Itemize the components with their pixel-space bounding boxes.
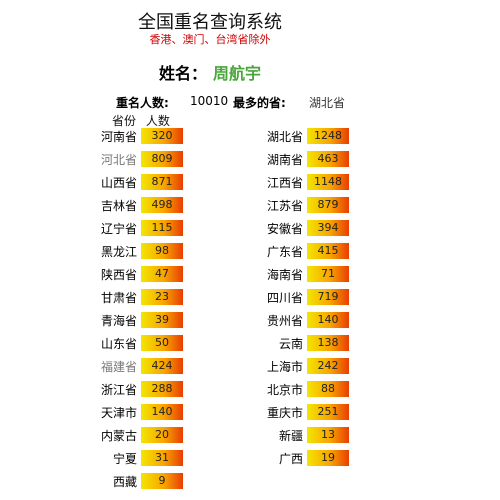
count-bar: 463 <box>307 151 349 167</box>
count-bar: 320 <box>141 128 183 144</box>
province-name: 海南省 <box>266 268 303 282</box>
province-name: 上海市 <box>266 360 303 374</box>
count-bar: 251 <box>307 404 349 420</box>
name-label: 姓名： <box>158 64 207 83</box>
count-bar: 498 <box>141 197 183 213</box>
province-name: 广西 <box>278 452 303 466</box>
count-bar: 871 <box>141 174 183 190</box>
province-name: 江西省 <box>266 176 303 190</box>
province-name: 湖南省 <box>266 153 303 167</box>
province-name: 重庆市 <box>266 406 303 420</box>
count-bar: 20 <box>141 427 183 443</box>
province-header: 省份 <box>112 114 137 128</box>
province-name: 福建省 <box>100 360 137 374</box>
left-column-header: 省份 人数 <box>112 112 170 129</box>
province-name: 青海省 <box>100 314 137 328</box>
count-bar: 1248 <box>307 128 349 144</box>
count-bar: 71 <box>307 266 349 282</box>
province-name: 宁夏 <box>112 452 137 466</box>
province-name: 甘肃省 <box>100 291 137 305</box>
province-name: 贵州省 <box>266 314 303 328</box>
count-bar: 98 <box>141 243 183 259</box>
total-label: 重名人数: <box>116 96 169 110</box>
top-province-value: 湖北省 <box>309 96 346 110</box>
province-name: 河北省 <box>100 153 137 167</box>
province-name: 黑龙江 <box>100 245 137 259</box>
province-name: 广东省 <box>266 245 303 259</box>
province-name: 辽宁省 <box>100 222 137 236</box>
count-bar: 47 <box>141 266 183 282</box>
count-bar: 13 <box>307 427 349 443</box>
province-name: 安徽省 <box>266 222 303 236</box>
count-bar: 88 <box>307 381 349 397</box>
count-bar: 115 <box>141 220 183 236</box>
count-bar: 50 <box>141 335 183 351</box>
province-name: 湖北省 <box>266 130 303 144</box>
name-value: 周航宇 <box>213 64 262 83</box>
count-bar: 31 <box>141 450 183 466</box>
count-bar: 415 <box>307 243 349 259</box>
top-province-label: 最多的省: <box>233 96 286 110</box>
province-name: 西藏 <box>112 475 137 489</box>
province-name: 浙江省 <box>100 383 137 397</box>
count-header: 人数 <box>145 114 170 128</box>
province-name: 山西省 <box>100 176 137 190</box>
count-bar: 19 <box>307 450 349 466</box>
province-name: 内蒙古 <box>100 429 137 443</box>
count-bar: 9 <box>141 473 183 489</box>
count-bar: 23 <box>141 289 183 305</box>
total-value: 10010 <box>190 94 229 108</box>
province-name: 陕西省 <box>100 268 137 282</box>
province-name: 北京市 <box>266 383 303 397</box>
page-subtitle: 香港、澳门、台湾省除外 <box>149 33 271 46</box>
page-title: 全国重名查询系统 <box>138 12 282 33</box>
province-name: 四川省 <box>266 291 303 305</box>
count-bar: 140 <box>141 404 183 420</box>
province-name: 新疆 <box>278 429 303 443</box>
count-bar: 1148 <box>307 174 349 190</box>
province-name: 云南 <box>278 337 303 351</box>
count-bar: 809 <box>141 151 183 167</box>
count-bar: 140 <box>307 312 349 328</box>
count-bar: 242 <box>307 358 349 374</box>
summary-bar: 重名人数: 10010 最多的省: 湖北省 <box>0 94 500 110</box>
province-name: 山东省 <box>100 337 137 351</box>
province-name: 吉林省 <box>100 199 137 213</box>
count-bar: 424 <box>141 358 183 374</box>
count-bar: 288 <box>141 381 183 397</box>
province-name: 河南省 <box>100 130 137 144</box>
count-bar: 39 <box>141 312 183 328</box>
province-name: 天津市 <box>100 406 137 420</box>
count-bar: 394 <box>307 220 349 236</box>
name-row: 姓名： 周航宇 <box>0 60 420 84</box>
count-bar: 879 <box>307 197 349 213</box>
province-name: 江苏省 <box>266 199 303 213</box>
count-bar: 719 <box>307 289 349 305</box>
count-bar: 138 <box>307 335 349 351</box>
